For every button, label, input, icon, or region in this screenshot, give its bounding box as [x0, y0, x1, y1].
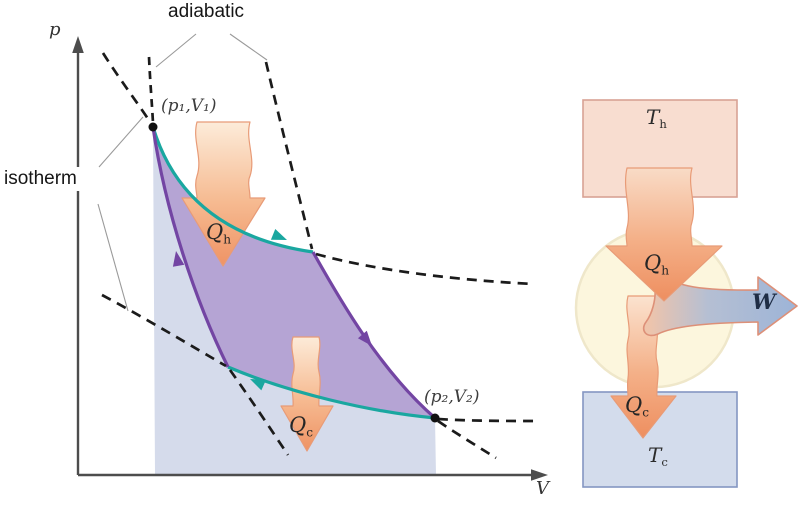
v-axis-arrowhead [531, 469, 548, 481]
p-axis-label: p [49, 19, 61, 40]
engine-diagram [574, 99, 798, 488]
dashed-isotherm-cold-right [437, 417, 538, 423]
adiabatic-leader-right [229, 33, 268, 61]
isotherm-hot-arrowhead [270, 229, 287, 240]
dashed-adiabat2-bottom [437, 419, 497, 460]
cold-reservoir-label: Tc [648, 445, 668, 469]
cold-reservoir-subscript: c [661, 455, 668, 470]
isotherm-leader-top [98, 116, 144, 168]
isotherm-cold-arrowhead [250, 379, 267, 391]
hot-reservoir-subscript: h [659, 117, 667, 132]
adiabatic-label: adiabatic [168, 1, 245, 22]
engine-heat-in-label: Qh [644, 251, 670, 278]
heat-in-subscript: h [223, 232, 232, 247]
isotherm-leader-bottom [97, 203, 129, 312]
engine-heat-in-subscript: h [661, 263, 670, 278]
engine-heat-out-subscript: c [642, 405, 650, 420]
heat-out-label-pv: Qc [289, 413, 314, 440]
dashed-isotherm-hot-left [101, 52, 154, 126]
heat-out-symbol: Q [289, 413, 307, 437]
dashed-adiabat1-bottom [228, 369, 290, 456]
adiabat-compression-arrowhead [172, 251, 185, 267]
hot-reservoir-label: Th [646, 107, 667, 131]
dashed-isotherm-cold-left [101, 293, 227, 368]
state-point-1 [148, 122, 158, 132]
work-label: W [752, 289, 776, 314]
cycle-enclosed-area [153, 127, 435, 418]
state-point-2 [430, 413, 440, 423]
v-axis-label: V [536, 478, 549, 499]
dashed-adiabat1-top [147, 56, 155, 124]
point-1-label: (p₁,V₁) [161, 96, 217, 116]
cold-reservoir-box [582, 391, 738, 488]
engine-heat-in-wavy-arrow [605, 167, 723, 302]
dashed-isotherm-hot-right [315, 252, 535, 286]
adiabatic-leader-left [155, 33, 197, 68]
isotherm-label: isotherm [2, 167, 82, 191]
heat-in-symbol: Q [206, 220, 224, 244]
engine-heat-out-label: Qc [625, 393, 650, 420]
heat-out-subscript: c [306, 425, 314, 440]
isotherm-cold-curve [227, 365, 436, 420]
p-axis-arrowhead [72, 36, 84, 53]
isotherm-hot-curve [151, 126, 314, 254]
engine-heat-in-symbol: Q [644, 251, 662, 275]
cold-reservoir-symbol: T [648, 443, 662, 467]
adiabat-expansion-arrowhead [357, 330, 372, 346]
dashed-adiabat2-top [264, 61, 314, 250]
point-2-label: (p₂,V₂) [424, 387, 480, 407]
adiabat-compression-curve [151, 126, 230, 368]
engine-heat-out-symbol: Q [625, 393, 643, 417]
pv-diagram [72, 33, 548, 481]
hot-reservoir-symbol: T [646, 105, 660, 129]
heat-in-label-pv: Qh [206, 220, 232, 247]
